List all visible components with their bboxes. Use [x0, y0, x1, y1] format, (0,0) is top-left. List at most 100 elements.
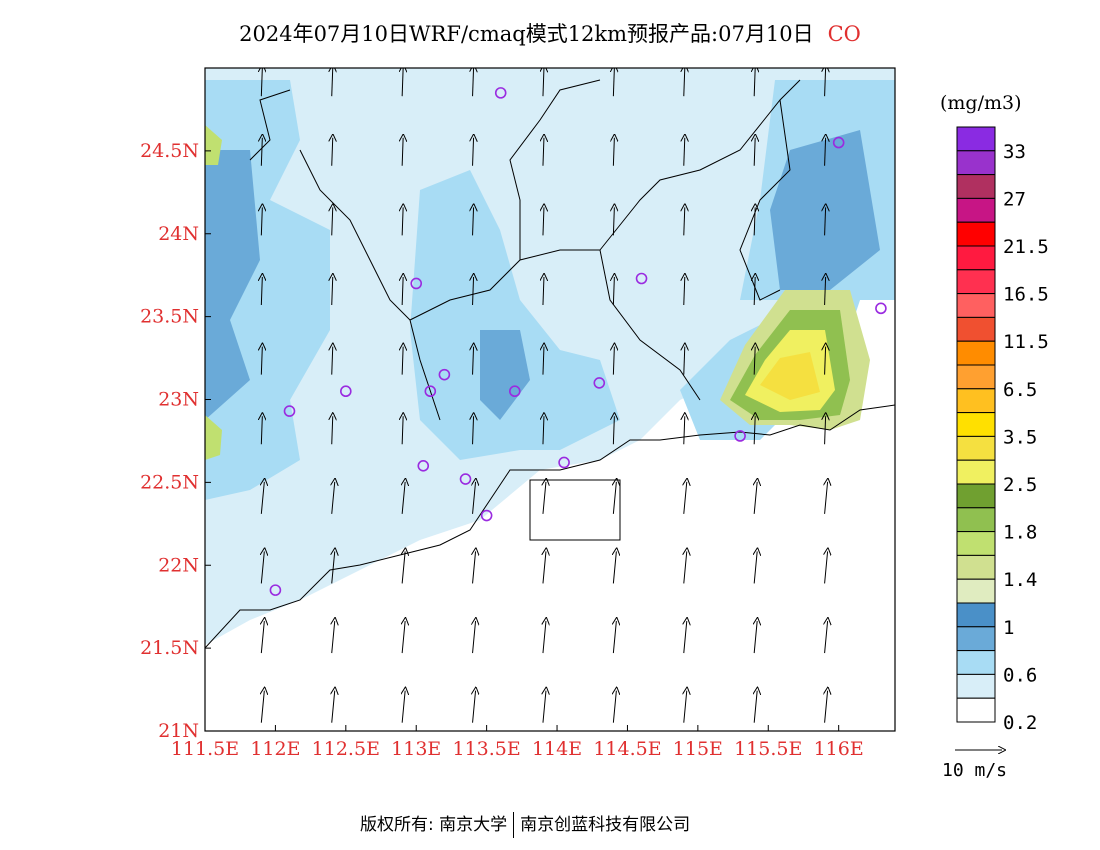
colorbar-segment	[956, 697, 996, 723]
y-tick-label: 23N	[158, 389, 199, 411]
colorbar-label: 33	[1003, 141, 1026, 163]
wind-arrow	[684, 347, 685, 375]
wind-arrow	[825, 416, 826, 445]
colorbar-labels: 33 27 21.5 16.5 11.5 6.5 3.5 2.5 1.8 1.4 1 0.6 0.2	[1003, 141, 1049, 734]
colorbar-label: 1.8	[1003, 522, 1037, 544]
wind-arrow	[402, 551, 405, 584]
colorbar-label: 1.4	[1003, 569, 1037, 591]
colorbar-segment	[956, 531, 996, 556]
footer-divider	[513, 812, 515, 838]
wind-arrow	[473, 68, 474, 97]
wind-arrow	[261, 68, 262, 97]
wind-arrow	[684, 277, 685, 306]
x-axis: 111.5E 112E 112.5E 113E 113.5E 114E 114.5E 115E…	[171, 725, 864, 760]
wind-arrow	[613, 551, 616, 584]
colorbar-label: 2.5	[1003, 474, 1037, 496]
y-tick-label: 24N	[158, 223, 199, 245]
station-marker	[459, 473, 472, 485]
wind-arrow	[402, 482, 405, 514]
station-marker	[340, 385, 352, 398]
wind-arrow	[332, 621, 335, 654]
monitoring-stations	[269, 87, 887, 596]
colorbar-segment	[956, 388, 996, 414]
colorbar-segment	[956, 221, 996, 247]
y-tick-label: 22N	[158, 554, 199, 576]
wind-arrow	[261, 138, 262, 166]
colorbar-label: 1	[1003, 617, 1014, 639]
wind-arrow	[613, 138, 614, 166]
wind-arrow	[684, 68, 685, 97]
wind-arrow	[473, 551, 476, 584]
footer: 版权所有: 南京大学 南京创蓝科技有限公司	[360, 810, 690, 838]
colorbar-segment	[956, 673, 996, 699]
wind-arrow	[473, 416, 474, 445]
colorbar	[956, 126, 996, 723]
wind-arrow	[402, 138, 403, 166]
station-marker	[417, 459, 430, 472]
wind-arrow	[402, 691, 405, 723]
wind-arrow	[613, 482, 616, 514]
colorbar-segment	[956, 459, 996, 485]
wind-arrow	[332, 691, 335, 723]
colorbar-segment	[956, 578, 996, 604]
wind-arrow	[754, 68, 755, 97]
wind-arrow	[684, 207, 685, 236]
colorbar-segment	[956, 412, 996, 437]
station-marker	[832, 136, 845, 149]
wind-arrow	[825, 347, 826, 375]
x-tick-label: 112.5E	[312, 738, 380, 760]
colorbar-segment	[956, 435, 996, 461]
colorbar-label: 6.5	[1003, 379, 1037, 401]
wind-arrow	[261, 416, 262, 445]
wind-arrow	[402, 621, 405, 654]
station-marker	[424, 385, 437, 398]
wind-vectors	[261, 68, 827, 723]
wind-arrow	[684, 482, 687, 514]
footer-right: 南京创蓝科技有限公司	[520, 815, 691, 835]
species-label: CO	[827, 22, 861, 46]
concentration-field	[205, 68, 895, 731]
y-tick-label: 24.5N	[140, 140, 199, 162]
y-tick-label: 22.5N	[140, 471, 199, 493]
wind-arrow	[543, 68, 544, 97]
x-tick-label: 115E	[673, 738, 723, 760]
title-text: 2024年07月10日WRF/cmaq模式12km预报产品:07月10日	[239, 22, 814, 46]
colorbar-segment	[956, 293, 996, 318]
wind-arrow	[261, 621, 264, 654]
wind-arrow	[754, 551, 757, 584]
wind-arrow	[684, 138, 685, 166]
wind-arrow	[825, 138, 826, 166]
station-marker	[494, 87, 507, 99]
wind-arrow	[543, 482, 546, 514]
y-tick-label: 21N	[158, 720, 199, 742]
x-tick-label: 114E	[532, 738, 582, 760]
wind-arrow	[543, 207, 544, 236]
colorbar-segment	[956, 602, 996, 628]
wind-arrow	[402, 347, 403, 375]
colorbar-segment	[956, 197, 996, 223]
y-axis: 24.5N 24N 23.5N 23N 22.5N 22N 21.5N 21N	[140, 140, 211, 742]
wind-arrow	[825, 482, 828, 514]
wind-arrow	[825, 68, 826, 97]
wind-arrow	[543, 416, 544, 445]
colorbar-segment	[956, 554, 996, 580]
station-marker	[283, 405, 296, 417]
wind-arrow	[754, 207, 755, 236]
colorbar-segment	[956, 316, 996, 342]
wind-arrow	[613, 207, 614, 236]
wind-arrow	[332, 277, 333, 306]
wind-arrow	[684, 416, 685, 445]
wind-arrow	[332, 347, 333, 375]
wind-arrow	[402, 207, 403, 236]
wind-arrow	[684, 691, 687, 723]
x-tick-label: 113E	[391, 738, 441, 760]
wind-arrow	[613, 416, 614, 445]
wind-arrow	[543, 551, 546, 584]
wind-arrow	[332, 416, 333, 445]
colorbar-segment	[956, 483, 996, 509]
colorbar-segment	[956, 245, 996, 271]
wind-arrow	[473, 347, 474, 375]
wind-arrow	[825, 207, 826, 236]
colorbar-label: 0.6	[1003, 664, 1037, 686]
